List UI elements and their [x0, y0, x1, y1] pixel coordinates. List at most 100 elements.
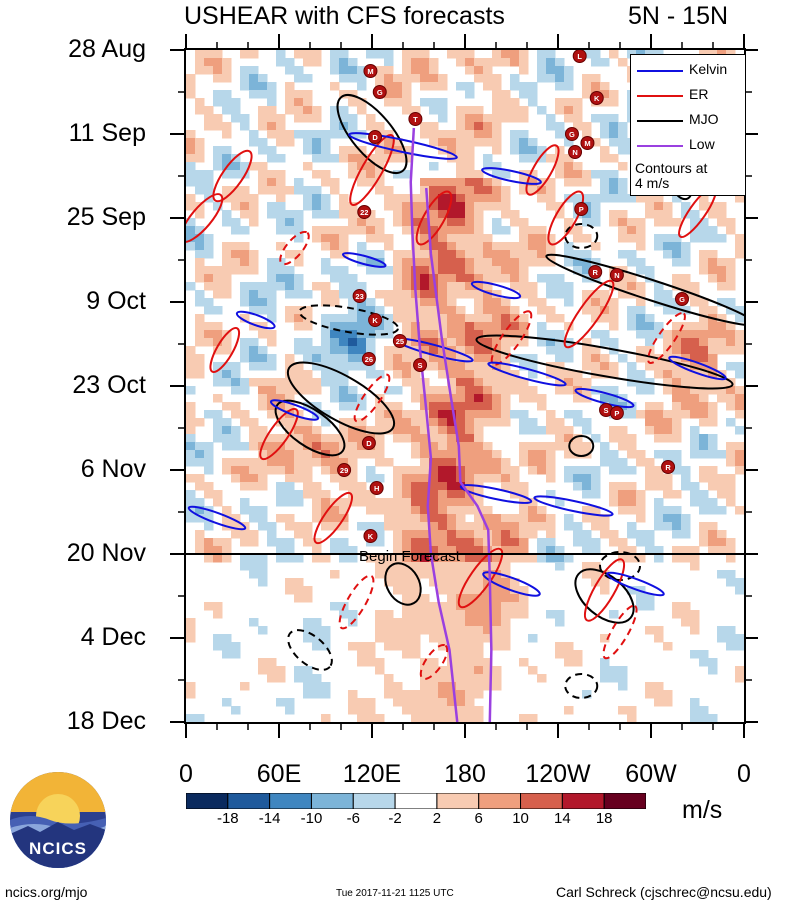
shear-cell [708, 538, 718, 547]
shear-cell [204, 442, 214, 451]
er-contour [583, 558, 626, 622]
shear-cell [411, 586, 421, 595]
shear-cell [654, 218, 664, 227]
shear-cell [204, 538, 214, 547]
shear-cell [492, 306, 502, 315]
shear-cell [717, 338, 727, 347]
shear-cell [285, 210, 295, 219]
shear-cell [384, 234, 394, 243]
shear-cell [213, 306, 223, 315]
shear-cell [717, 626, 727, 635]
shear-cell [690, 650, 700, 659]
shear-cell [195, 250, 205, 259]
shear-cell [591, 314, 601, 323]
shear-cell [618, 162, 628, 171]
storm-marker: R [588, 265, 603, 279]
shear-cell [195, 450, 205, 459]
shear-cell [582, 690, 592, 699]
shear-cell [618, 146, 628, 155]
shear-cell [240, 194, 250, 203]
shear-cell [609, 666, 619, 675]
shear-cell [456, 706, 466, 715]
shear-cell [483, 618, 493, 627]
shear-cell [303, 50, 313, 59]
shear-cell [510, 250, 520, 259]
shear-cell [420, 442, 430, 451]
shear-cell [393, 690, 403, 699]
shear-cell [609, 394, 619, 403]
shear-cell [483, 202, 493, 211]
shear-cell [474, 434, 484, 443]
shear-cell [690, 626, 700, 635]
shear-cell [429, 226, 439, 235]
shear-cell [519, 322, 529, 331]
shear-cell [483, 194, 493, 203]
shear-cell [240, 418, 250, 427]
shear-cell [483, 154, 493, 163]
shear-cell [645, 330, 655, 339]
shear-cell [339, 50, 349, 59]
shear-cell [276, 210, 286, 219]
shear-cell [483, 186, 493, 195]
shear-cell [393, 586, 403, 595]
shear-cell [654, 402, 664, 411]
shear-cell [339, 482, 349, 491]
shear-cell [528, 442, 538, 451]
shear-cell [294, 594, 304, 603]
shear-cell [564, 450, 574, 459]
shear-cell [213, 538, 223, 547]
shear-cell [438, 474, 448, 483]
shear-cell [303, 530, 313, 539]
shear-cell [672, 466, 682, 475]
shear-cell [285, 474, 295, 483]
shear-cell [546, 258, 556, 267]
shear-cell [213, 90, 223, 99]
shear-cell [456, 194, 466, 203]
shear-cell [699, 394, 709, 403]
storm-marker: K [368, 313, 383, 327]
footer-website[interactable]: ncics.org/mjo [5, 884, 88, 900]
shear-cell [393, 682, 403, 691]
shear-cell [501, 210, 511, 219]
shear-cell [483, 258, 493, 267]
shear-cell [555, 554, 565, 563]
shear-cell [231, 530, 241, 539]
shear-cell [231, 706, 241, 715]
shear-cell [654, 418, 664, 427]
shear-cell [393, 642, 403, 651]
shear-cell [474, 322, 484, 331]
shear-cell [429, 410, 439, 419]
shear-cell [582, 178, 592, 187]
shear-cell [438, 266, 448, 275]
x-tick-label: 60W [625, 760, 677, 788]
shear-cell [195, 242, 205, 251]
shear-cell [546, 50, 556, 59]
shear-cell [402, 698, 412, 707]
shear-cell [465, 578, 475, 587]
shear-cell [231, 194, 241, 203]
kelvin-contour [574, 387, 635, 409]
shear-cell [456, 258, 466, 267]
shear-cell [249, 482, 259, 491]
shear-cell [420, 122, 430, 131]
shear-cell [636, 322, 646, 331]
shear-cell [474, 250, 484, 259]
shear-cell [366, 370, 376, 379]
shear-cell [465, 82, 475, 91]
shear-cell [510, 314, 520, 323]
shear-cell [627, 370, 637, 379]
shear-cell [429, 338, 439, 347]
shear-cell [456, 106, 466, 115]
shear-cell [222, 98, 232, 107]
shear-cell [555, 378, 565, 387]
shear-cell [564, 114, 574, 123]
shear-cell [294, 258, 304, 267]
shear-cell [249, 418, 259, 427]
shear-cell [474, 386, 484, 395]
shear-cell [483, 282, 493, 291]
shear-cell [330, 442, 340, 451]
shear-cell [618, 354, 628, 363]
shear-cell [384, 66, 394, 75]
shear-cell [555, 330, 565, 339]
shear-cell [618, 442, 628, 451]
